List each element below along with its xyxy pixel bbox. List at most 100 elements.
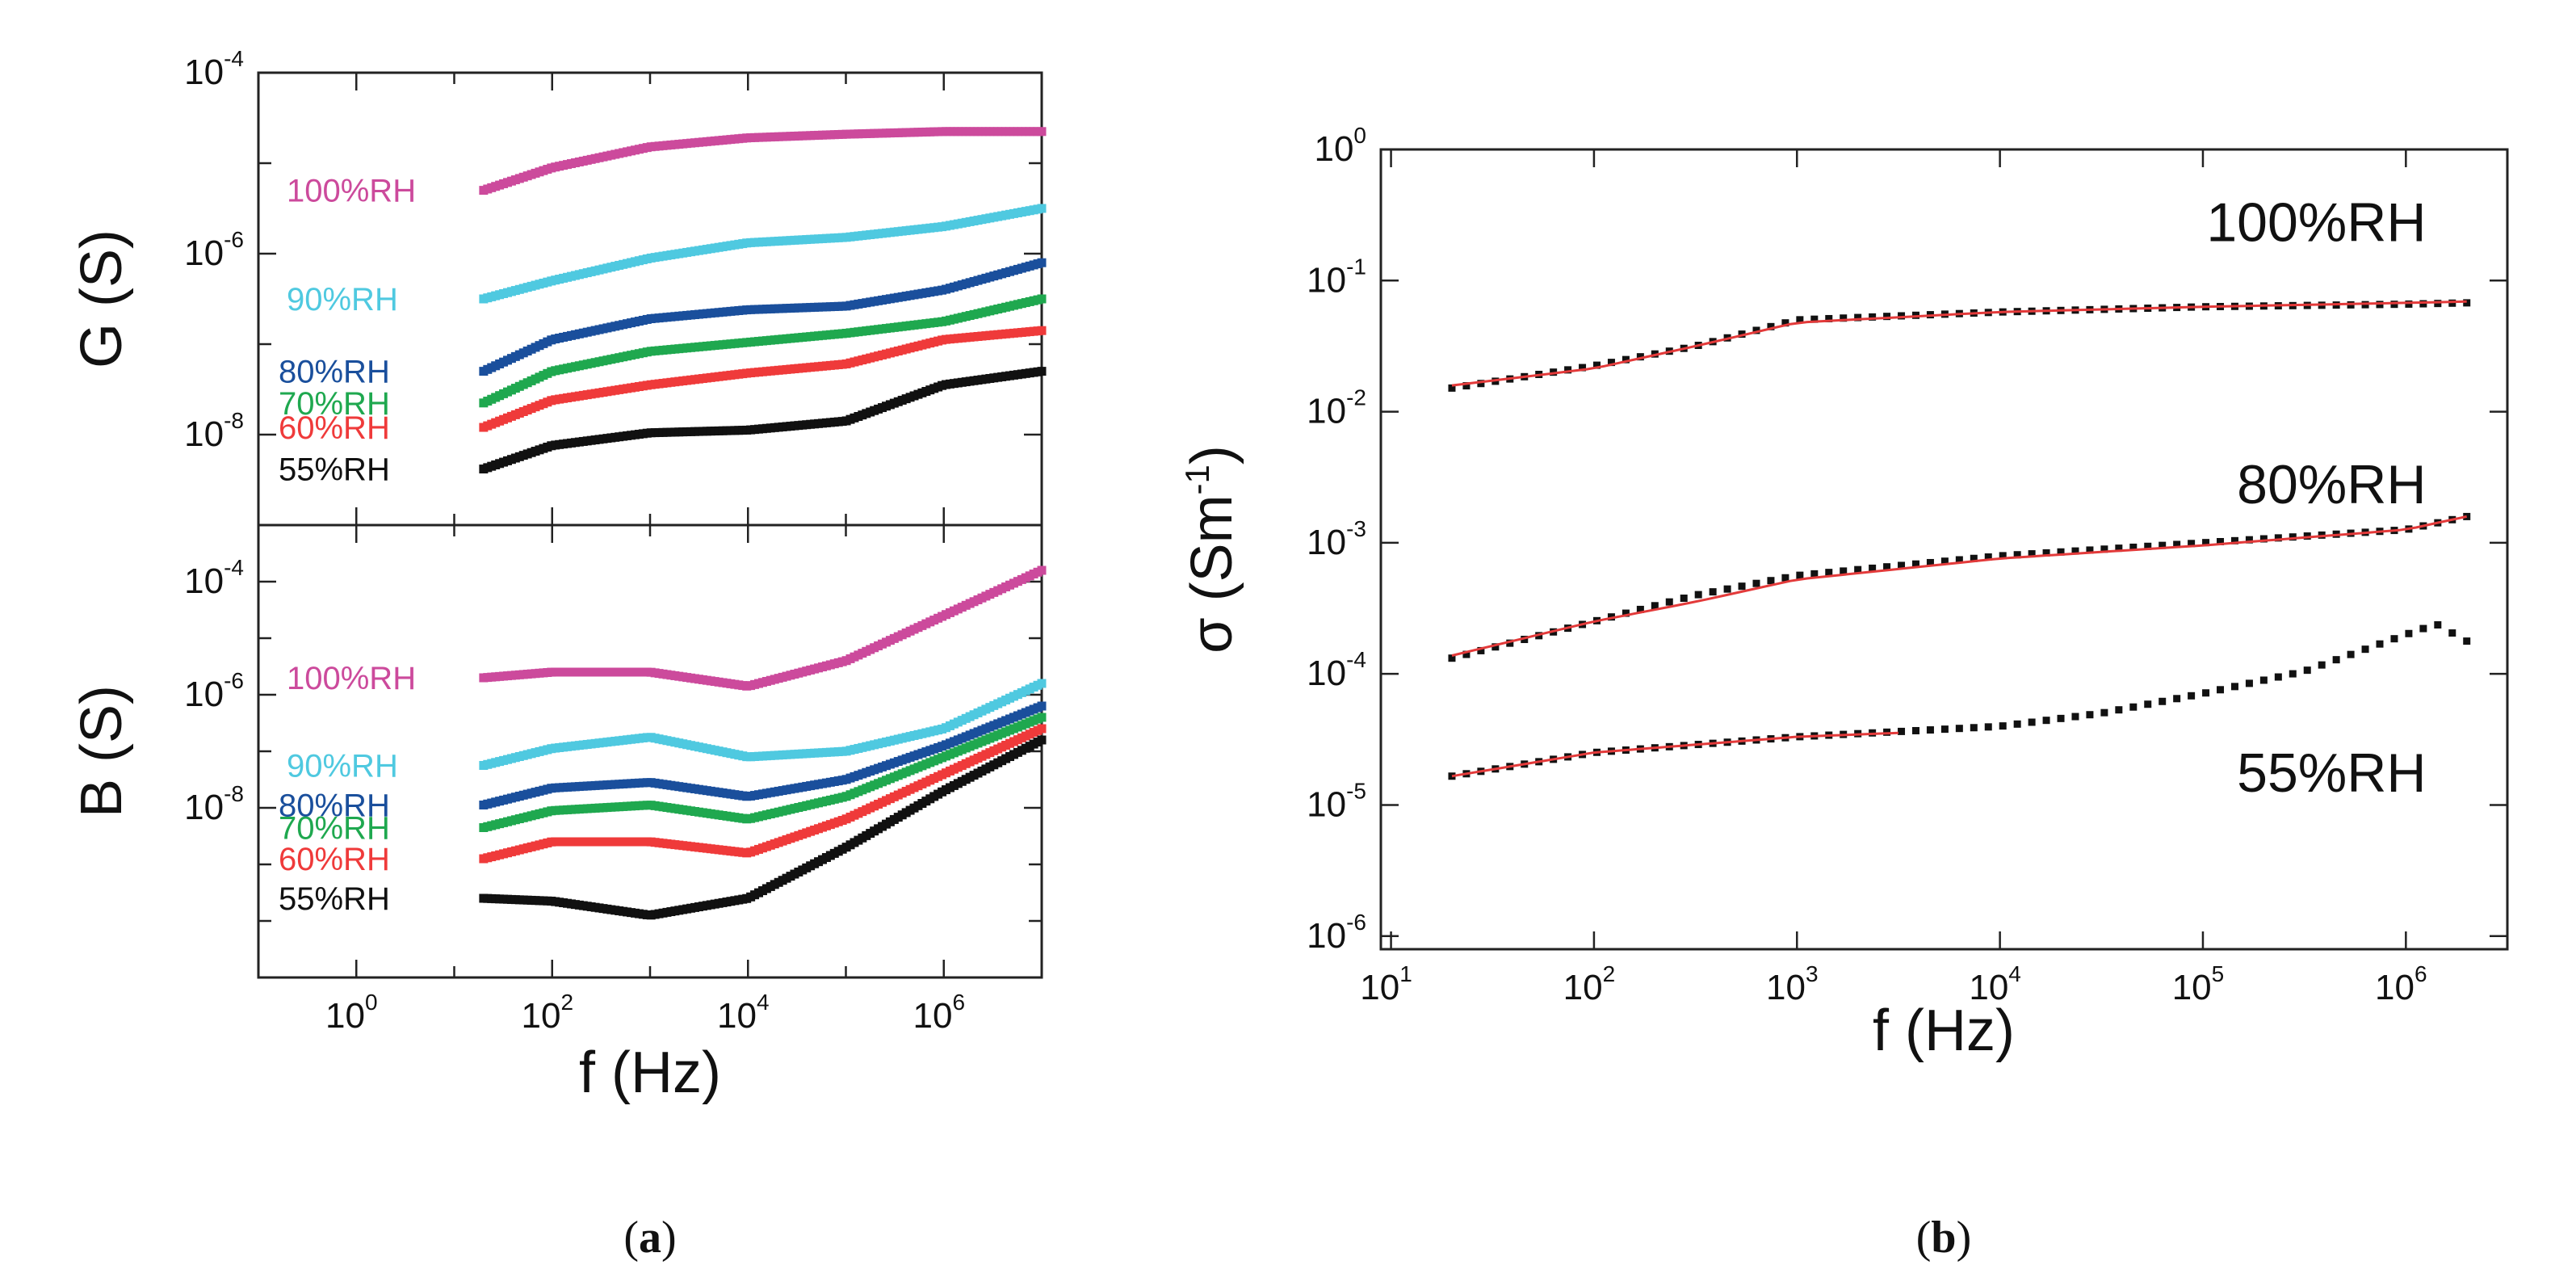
- series-90pct-rh: [479, 679, 1047, 770]
- x-tick-label: 105: [2172, 961, 2225, 1007]
- data-point: [1622, 355, 1630, 364]
- panel-a-xlabel: f (Hz): [579, 1040, 721, 1105]
- data-point: [2405, 300, 2413, 308]
- data-point: [1781, 319, 1789, 327]
- data-point: [1869, 313, 1877, 321]
- data-point: [1898, 312, 1906, 320]
- data-point: [1037, 127, 1047, 137]
- data-point: [2318, 661, 2326, 669]
- data-point: [1462, 382, 1471, 390]
- x-tick-label: 104: [1969, 961, 2021, 1007]
- x-tick-label: 104: [717, 990, 770, 1036]
- y-tick-label: 10-4: [1307, 647, 1366, 693]
- data-point: [1477, 646, 1485, 654]
- data-point: [2042, 549, 2050, 557]
- data-point: [1999, 552, 2007, 560]
- data-point: [1970, 724, 1978, 732]
- y-tick-label: 10-3: [1307, 516, 1366, 562]
- data-point: [1869, 564, 1877, 572]
- data-point: [2173, 540, 2181, 549]
- data-point: [2259, 676, 2268, 684]
- fit-line: [1451, 515, 2468, 657]
- series-label: 100%RH: [287, 661, 416, 696]
- data-point: [1926, 558, 1934, 566]
- data-point: [2434, 300, 2442, 308]
- data-point: [1825, 314, 1833, 322]
- panel-a-bottom-ylabel: B (S): [69, 685, 134, 818]
- data-point: [2245, 679, 2253, 687]
- series-label: 60%RH: [279, 842, 390, 877]
- data-point: [1883, 313, 1891, 321]
- series-90pct-rh: [479, 204, 1047, 304]
- caption-b: (b): [1916, 1213, 1971, 1263]
- data-point: [2419, 624, 2427, 633]
- data-point: [2259, 535, 2268, 543]
- data-point: [1037, 713, 1047, 722]
- data-point: [1926, 726, 1934, 734]
- caption-a: (a): [623, 1213, 676, 1263]
- data-point: [2129, 703, 2138, 711]
- data-point: [2463, 299, 2471, 307]
- x-tick-label: 106: [913, 990, 965, 1036]
- data-point: [1970, 554, 1978, 562]
- data-point: [1840, 314, 1848, 322]
- data-point: [2303, 666, 2311, 675]
- data-point: [1037, 565, 1047, 575]
- x-tick-label: 102: [521, 990, 573, 1036]
- data-point: [2071, 547, 2079, 555]
- data-point: [2390, 301, 2398, 309]
- data-point: [1752, 579, 1760, 587]
- data-point: [1940, 725, 1949, 734]
- data-point: [1781, 574, 1789, 582]
- data-point: [2202, 539, 2210, 547]
- data-point: [1037, 204, 1047, 213]
- data-point: [1955, 556, 1963, 564]
- data-point: [1037, 735, 1047, 745]
- data-point: [1448, 654, 1456, 662]
- data-point: [2217, 537, 2225, 545]
- data-point: [2230, 683, 2238, 691]
- data-point: [1723, 585, 1731, 593]
- fit-line: [1451, 300, 2467, 387]
- x-tick-label: 101: [1360, 961, 1412, 1007]
- data-point: [1477, 380, 1485, 388]
- data-point: [2376, 640, 2384, 648]
- x-tick-label: 106: [2375, 961, 2427, 1007]
- data-point: [2405, 629, 2413, 637]
- series-60pct-rh: [479, 326, 1047, 432]
- series-55pct-rh: [479, 735, 1047, 920]
- data-point: [1037, 367, 1047, 376]
- data-point: [1636, 605, 1644, 613]
- data-point: [1999, 722, 2007, 730]
- series-80pct-rh: [1448, 512, 2471, 662]
- y-tick-label: 10-4: [184, 46, 244, 92]
- data-point: [1037, 258, 1047, 267]
- data-point: [1521, 636, 1529, 644]
- series-label: 100%RH: [2206, 192, 2426, 254]
- data-point: [2303, 532, 2311, 540]
- series-70pct-rh: [479, 294, 1047, 408]
- series-55pct-rh: [479, 367, 1047, 474]
- data-point: [1955, 725, 1963, 733]
- data-point: [1796, 571, 1804, 579]
- series-70pct-rh: [479, 713, 1047, 832]
- data-point: [2057, 548, 2065, 556]
- data-point: [1037, 701, 1047, 711]
- series-label: 70%RH: [279, 386, 390, 422]
- data-point: [1911, 726, 1919, 734]
- data-point: [2100, 545, 2108, 553]
- y-tick-label: 100: [1314, 123, 1366, 169]
- data-point: [1854, 565, 1862, 574]
- data-point: [1579, 364, 1587, 372]
- data-point: [2332, 656, 2340, 664]
- data-point: [2100, 708, 2108, 717]
- panel-b-chart: 100 10-1 10-2 10-3 10-4 10-5 10-6 101 102 103 104 1…: [1178, 123, 2509, 1063]
- data-point: [2217, 686, 2225, 694]
- data-point: [2086, 546, 2094, 554]
- data-point: [2289, 533, 2297, 541]
- x-tick-label: 103: [1766, 961, 1819, 1007]
- panel-a-top-ylabel: G (S): [69, 229, 134, 368]
- data-point: [1883, 563, 1891, 571]
